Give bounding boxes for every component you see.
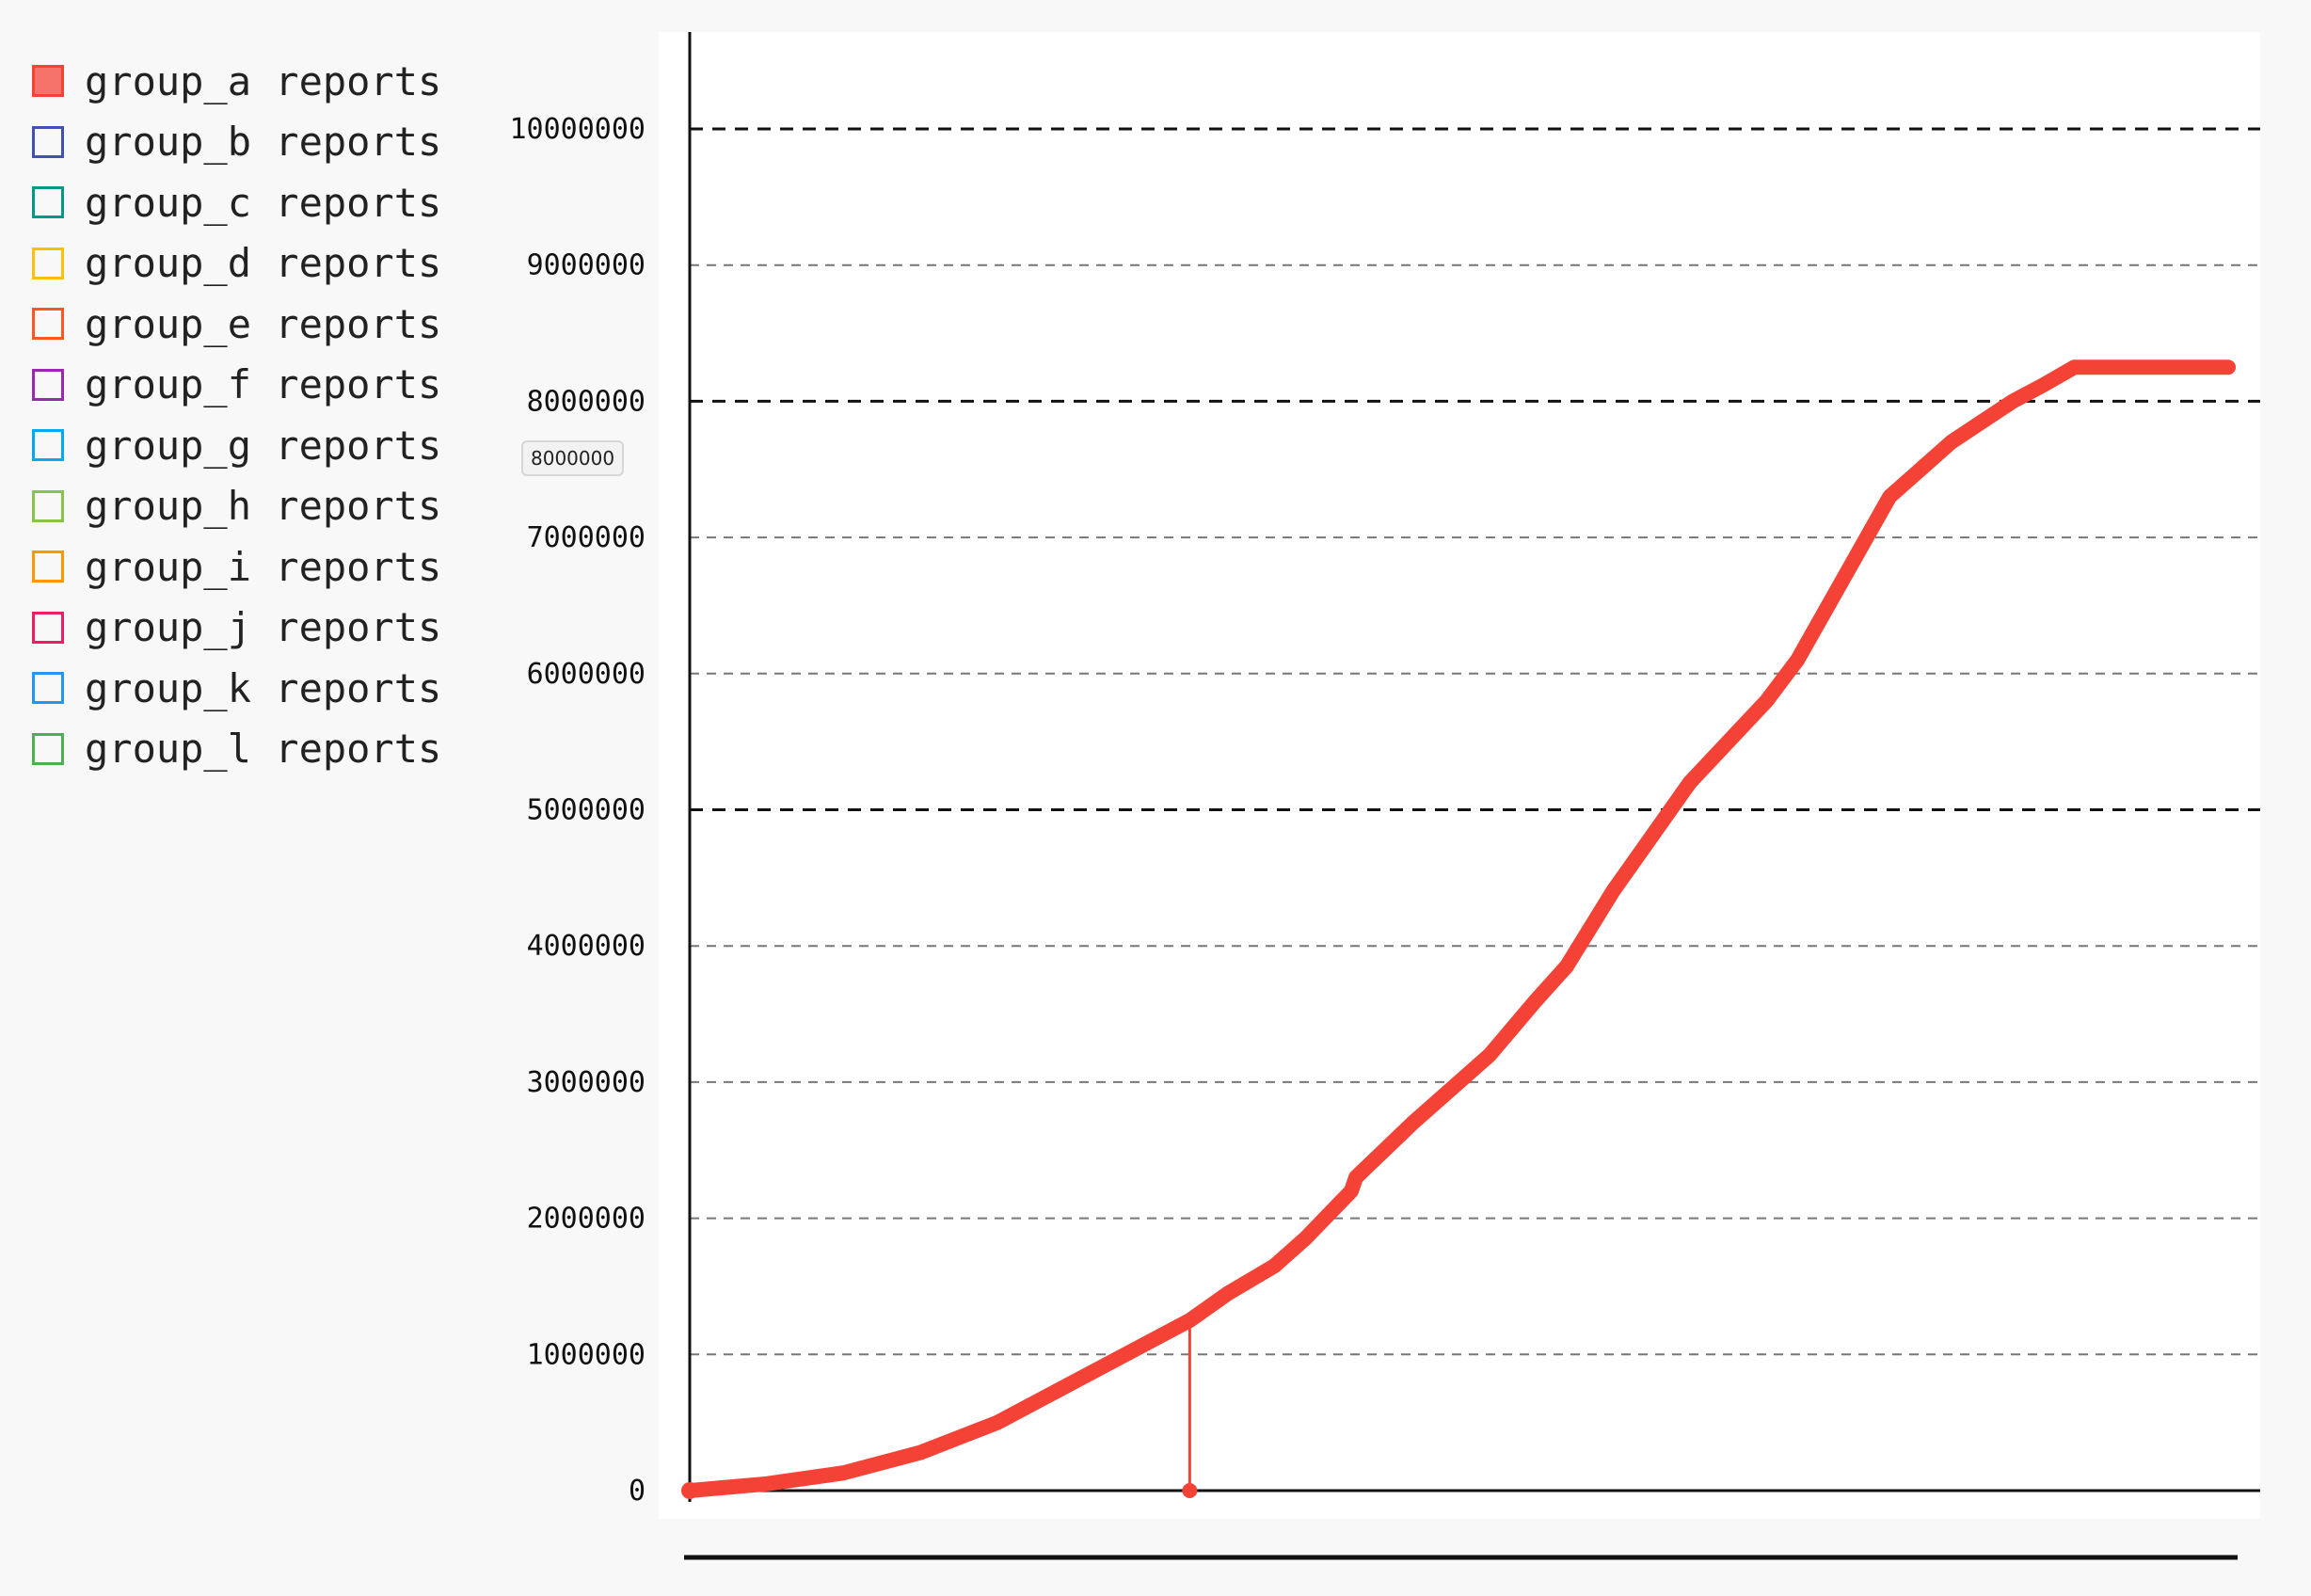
- legend-label: group_e reports: [85, 300, 442, 347]
- value-tooltip: 8000000: [521, 440, 625, 476]
- legend-item[interactable]: group_k reports: [32, 664, 441, 711]
- legend-item[interactable]: group_g reports: [32, 422, 441, 469]
- legend-label: group_l reports: [85, 726, 442, 772]
- legend-swatch: [32, 125, 64, 158]
- legend-label: group_g reports: [85, 422, 442, 469]
- y-tick-label: 4000000: [527, 930, 645, 963]
- legend-item[interactable]: group_i reports: [32, 543, 441, 590]
- legend-item[interactable]: group_j reports: [32, 604, 441, 651]
- legend-swatch: [32, 65, 64, 97]
- legend-swatch: [32, 368, 64, 401]
- y-tick-label: 9000000: [527, 249, 645, 282]
- legend-label: group_c reports: [85, 179, 442, 226]
- y-tick-label: 2000000: [527, 1203, 645, 1236]
- legend-label: group_i reports: [85, 543, 442, 590]
- legend-label: group_d reports: [85, 240, 442, 286]
- legend-swatch: [32, 732, 64, 765]
- y-tick-label: 10000000: [510, 113, 646, 146]
- legend-item[interactable]: group_c reports: [32, 179, 441, 226]
- legend-swatch: [32, 672, 64, 704]
- legend-item[interactable]: group_f reports: [32, 361, 441, 408]
- y-tick-label: 7000000: [527, 521, 645, 554]
- y-tick-label: 8000000: [527, 385, 645, 418]
- legend-item[interactable]: group_h reports: [32, 483, 441, 530]
- legend-item[interactable]: group_e reports: [32, 300, 441, 347]
- legend-swatch: [32, 429, 64, 461]
- legend-item[interactable]: group_l reports: [32, 726, 441, 773]
- y-tick-label: 0: [629, 1475, 645, 1508]
- legend-label: group_h reports: [85, 483, 442, 529]
- legend-item[interactable]: group_d reports: [32, 240, 441, 287]
- legend-label: group_b reports: [85, 119, 442, 165]
- legend-label: group_a reports: [85, 57, 442, 104]
- hover-point: [1182, 1483, 1198, 1498]
- y-tick-label: 3000000: [527, 1066, 645, 1099]
- legend-swatch: [32, 551, 64, 583]
- y-tick-label: 5000000: [527, 794, 645, 827]
- legend-swatch: [32, 611, 64, 644]
- series-line: [682, 359, 2236, 1498]
- y-tick-label: 1000000: [527, 1338, 645, 1371]
- series-point: [681, 1482, 698, 1499]
- legend-item[interactable]: group_b reports: [32, 119, 441, 166]
- legend-label: group_k reports: [85, 664, 442, 711]
- legend-swatch: [32, 489, 64, 522]
- legend-label: group_f reports: [85, 361, 442, 407]
- legend-swatch: [32, 186, 64, 218]
- legend-swatch: [32, 247, 64, 279]
- legend-item[interactable]: group_a reports: [32, 57, 441, 104]
- legend-label: group_j reports: [85, 604, 442, 650]
- plot-area: [659, 32, 2260, 1519]
- legend-swatch: [32, 308, 64, 340]
- y-tick-label: 6000000: [527, 658, 645, 691]
